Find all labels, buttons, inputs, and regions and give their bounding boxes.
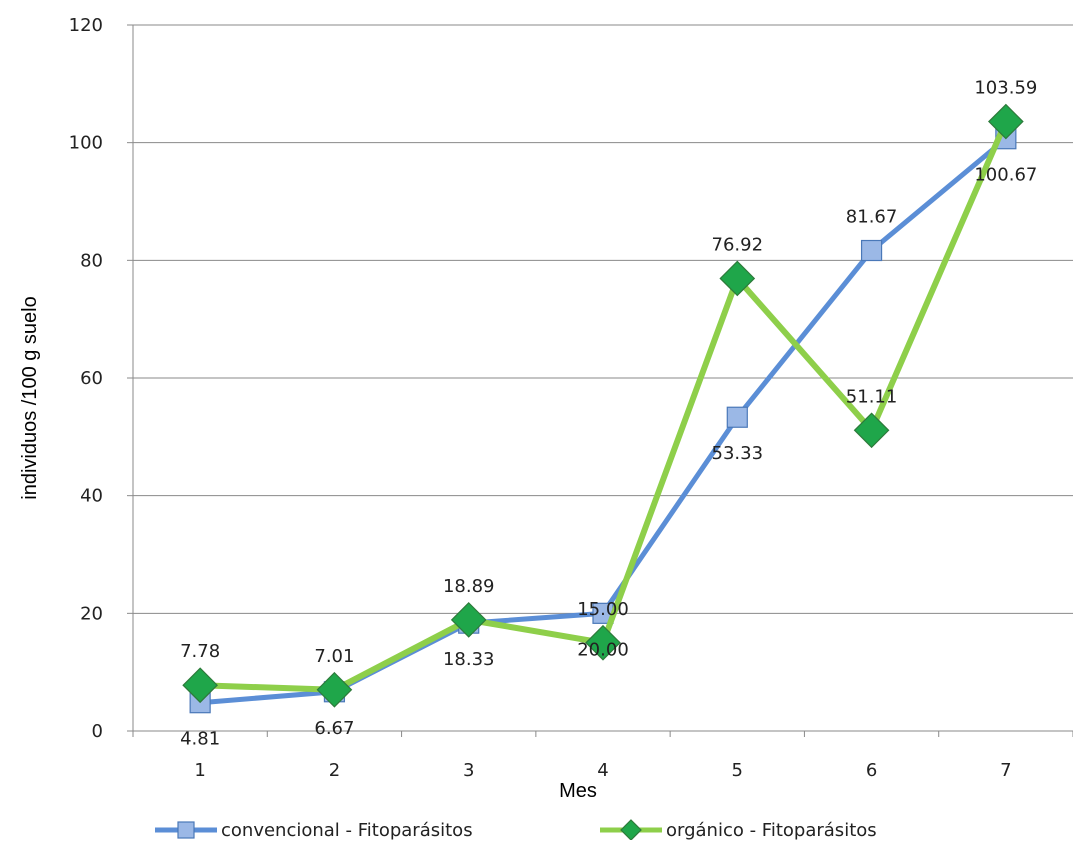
data-label: 100.67	[974, 165, 1037, 186]
data-label: 51.11	[846, 386, 898, 407]
y-tick-label: 100	[69, 133, 103, 154]
legend-swatch-marker	[177, 821, 195, 839]
y-axis-title: individuos /100 g suelo	[19, 296, 41, 499]
x-tick-label: 1	[194, 760, 205, 781]
data-label: 7.01	[314, 646, 354, 667]
data-label: 76.92	[712, 234, 764, 255]
data-label: 6.67	[314, 718, 354, 739]
data-label: 7.78	[180, 641, 220, 662]
data-label: 103.59	[974, 78, 1037, 99]
x-axis-title: Mes	[559, 780, 597, 802]
y-tick-label: 120	[69, 15, 103, 36]
legend-swatch-marker	[620, 819, 642, 841]
y-tick-label: 60	[80, 368, 103, 389]
data-point	[719, 260, 756, 297]
series	[182, 103, 1024, 714]
data-point	[316, 671, 353, 708]
data-point	[988, 103, 1024, 140]
legend-item-2: orgánico - Fitoparásitos	[600, 819, 877, 841]
axes: 0 20 40 60 80 100 120 1 2 3 4 5 6 7	[69, 15, 1073, 781]
x-tick-label: 6	[866, 760, 877, 781]
x-tick-label: 3	[463, 760, 474, 781]
y-tick-label: 0	[92, 721, 103, 742]
data-label: 53.33	[712, 443, 764, 464]
data-point	[450, 602, 487, 638]
x-tick-label: 4	[597, 760, 608, 781]
data-label: 20.00	[577, 639, 629, 660]
data-point	[860, 239, 883, 262]
x-tick-label: 2	[329, 760, 340, 781]
legend-item-1: convencional - Fitoparásitos	[155, 820, 473, 841]
data-labels: 4.81 6.67 18.33 20.00 53.33 81.67 100.67 7.78 7.…	[180, 78, 1037, 750]
data-point	[585, 624, 621, 661]
data-point	[726, 406, 748, 428]
data-label: 15.00	[577, 599, 629, 620]
series-2	[182, 103, 1024, 708]
x-tick-label: 5	[732, 760, 743, 781]
data-point	[182, 667, 218, 704]
legend-label: convencional - Fitoparásitos	[221, 820, 473, 840]
legend-label: orgánico - Fitoparásitos	[666, 820, 877, 840]
data-label: 18.89	[443, 576, 495, 597]
data-point	[853, 412, 890, 449]
x-tick-label: 7	[1000, 760, 1011, 781]
y-tick-label: 20	[80, 603, 103, 624]
y-tick-label: 80	[80, 250, 103, 271]
data-label: 81.67	[846, 207, 898, 228]
gridlines	[133, 24, 1073, 614]
legend: convencional - Fitoparásitos orgánico - F…	[155, 819, 877, 841]
data-label: 18.33	[443, 649, 495, 670]
data-label: 4.81	[180, 729, 220, 750]
y-tick-label: 40	[80, 486, 103, 507]
